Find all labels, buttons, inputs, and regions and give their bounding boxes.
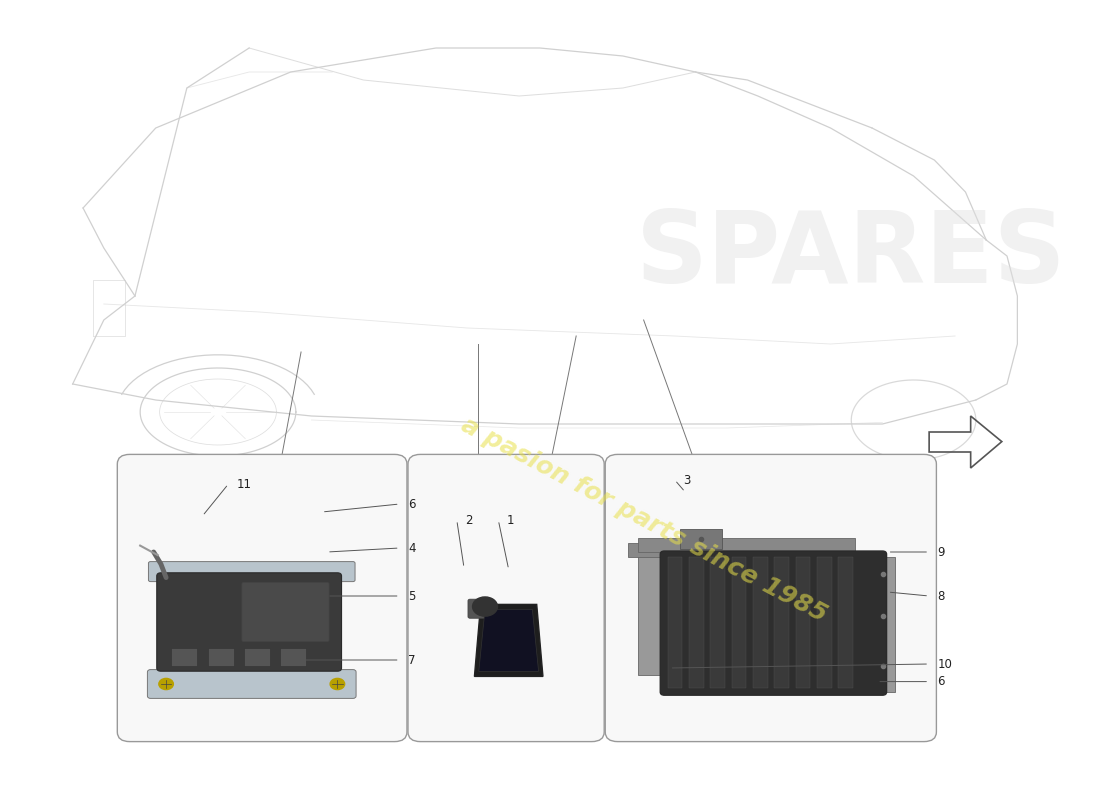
Text: 11: 11 — [236, 478, 252, 490]
Bar — [244, 648, 270, 666]
Circle shape — [158, 678, 174, 690]
Text: 10: 10 — [937, 658, 953, 670]
Text: a pasion for parts since 1985: a pasion for parts since 1985 — [456, 413, 830, 627]
Bar — [638, 549, 661, 675]
Bar — [774, 557, 789, 688]
Bar — [838, 557, 854, 688]
Text: 1: 1 — [507, 514, 514, 526]
Text: 7: 7 — [408, 654, 416, 666]
FancyBboxPatch shape — [242, 582, 329, 642]
Text: 6: 6 — [937, 675, 945, 688]
Bar — [638, 538, 855, 552]
FancyBboxPatch shape — [118, 454, 407, 742]
Text: 8: 8 — [937, 590, 945, 602]
Bar — [817, 557, 832, 688]
Text: 6: 6 — [408, 498, 416, 510]
Bar — [752, 557, 768, 688]
Bar — [280, 648, 306, 666]
Bar — [872, 557, 895, 691]
Circle shape — [473, 597, 497, 616]
Bar — [668, 557, 682, 688]
Bar — [795, 557, 811, 688]
Text: SPARES: SPARES — [636, 207, 1067, 305]
Bar — [208, 648, 233, 666]
Text: 9: 9 — [937, 546, 945, 558]
FancyBboxPatch shape — [660, 551, 887, 695]
Text: 2: 2 — [465, 514, 473, 526]
Bar — [689, 557, 704, 688]
Polygon shape — [478, 610, 539, 671]
FancyBboxPatch shape — [148, 562, 355, 582]
Text: 5: 5 — [408, 590, 416, 602]
Bar — [680, 529, 722, 549]
Text: 4: 4 — [408, 542, 416, 554]
Polygon shape — [474, 605, 543, 677]
Bar — [628, 542, 674, 557]
Text: 3: 3 — [683, 474, 691, 486]
Bar — [732, 557, 747, 688]
FancyBboxPatch shape — [408, 454, 604, 742]
Bar — [172, 648, 197, 666]
Circle shape — [330, 678, 344, 690]
FancyBboxPatch shape — [157, 573, 341, 671]
FancyBboxPatch shape — [147, 670, 356, 698]
FancyBboxPatch shape — [468, 599, 494, 618]
Bar — [711, 557, 725, 688]
FancyBboxPatch shape — [605, 454, 936, 742]
